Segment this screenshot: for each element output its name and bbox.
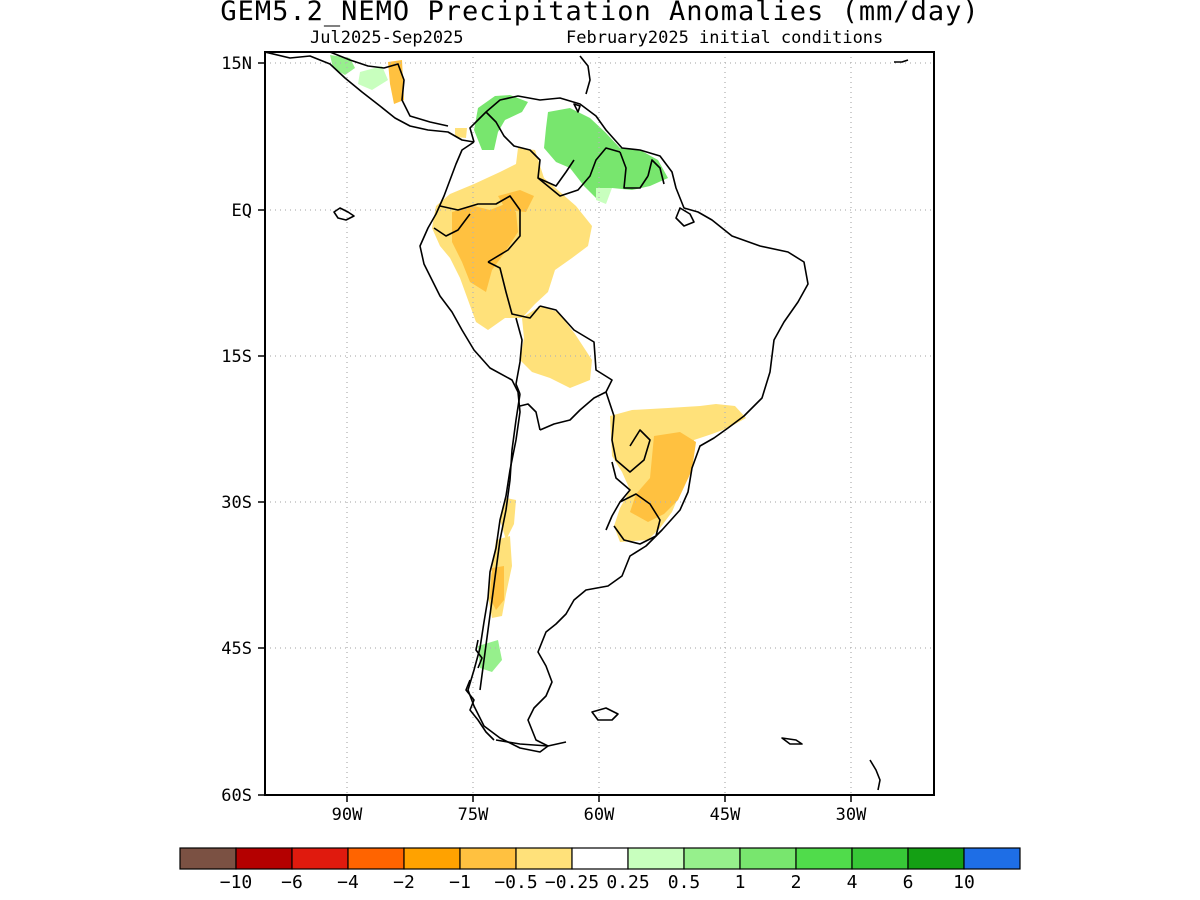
border-paraguay-brazil bbox=[605, 391, 651, 473]
border-venezuela-brazil bbox=[537, 147, 621, 197]
dry-area-peru-strong bbox=[452, 204, 518, 292]
colorbar-swatch bbox=[347, 847, 405, 870]
colorbar-label: 0.25 bbox=[606, 872, 649, 893]
colorbar-label: 10 bbox=[953, 872, 975, 893]
colorbar-label: −0.25 bbox=[545, 872, 599, 893]
chilean-fjords bbox=[465, 679, 495, 741]
colorbar-swatch bbox=[795, 847, 853, 870]
coastlines bbox=[265, 52, 909, 791]
initial-conditions: February2025 initial conditions bbox=[566, 28, 884, 48]
south-sandwich bbox=[869, 759, 881, 791]
lon-label-60w: 60W bbox=[584, 805, 615, 825]
lon-label-45w: 45W bbox=[710, 805, 741, 825]
lat-label-45s: 45S bbox=[221, 639, 252, 659]
colorbar-swatch bbox=[739, 847, 797, 870]
lon-label-30w: 30W bbox=[836, 805, 867, 825]
colorbar-label: 4 bbox=[847, 872, 858, 893]
lon-label-75w: 75W bbox=[458, 805, 489, 825]
trinidad bbox=[573, 103, 581, 113]
colorbar-label: 0.5 bbox=[668, 872, 701, 893]
colorbar-label: −4 bbox=[337, 872, 359, 893]
colorbar-label: −2 bbox=[393, 872, 415, 893]
marajo-island bbox=[675, 207, 695, 227]
colorbar-swatch bbox=[907, 847, 965, 870]
galapagos-islands bbox=[333, 207, 355, 221]
colorbar-swatch bbox=[851, 847, 909, 870]
chilean-archipelago bbox=[475, 639, 483, 669]
lon-label-90w: 90W bbox=[332, 805, 363, 825]
border-argentina-bolivia bbox=[519, 403, 541, 431]
wet-area-guianas-light bbox=[596, 188, 612, 204]
wet-area-patagonia bbox=[478, 640, 502, 672]
border-argentina-brazil bbox=[605, 461, 631, 531]
colorbar-label: 1 bbox=[735, 872, 746, 893]
lat-label-15s: 15S bbox=[221, 347, 252, 367]
latitude-labels: 15N EQ 15S 30S 45S 60S bbox=[221, 54, 252, 806]
wet-area-colombia-venezuela bbox=[474, 95, 528, 150]
colorbar-swatch bbox=[963, 847, 1021, 870]
falkland-islands bbox=[591, 707, 619, 721]
east-atlantic-islands bbox=[894, 59, 909, 63]
border-bolivia-brazil bbox=[539, 305, 613, 393]
longitude-labels: 90W 75W 60W 45W 30W bbox=[332, 805, 867, 825]
lat-label-60s: 60S bbox=[221, 786, 252, 806]
colorbar-swatch bbox=[403, 847, 461, 870]
anomaly-shading bbox=[330, 55, 746, 672]
colorbar-swatch bbox=[179, 847, 237, 870]
tick-marks bbox=[258, 62, 852, 802]
central-america-caribbean bbox=[329, 52, 449, 127]
border-peru-brazil bbox=[487, 261, 541, 319]
caribbean-islands bbox=[579, 55, 591, 95]
colorbar-label: 6 bbox=[903, 872, 914, 893]
colorbar-label: 2 bbox=[791, 872, 802, 893]
colorbar-swatch bbox=[291, 847, 349, 870]
colorbar-swatch bbox=[235, 847, 293, 870]
south-georgia bbox=[781, 737, 803, 745]
colorbar-label: −1 bbox=[449, 872, 471, 893]
dry-area-parana-strong bbox=[630, 432, 696, 522]
dry-area-chile-strong bbox=[490, 566, 504, 610]
border-uruguay bbox=[613, 493, 661, 545]
colorbar-label: −10 bbox=[220, 872, 253, 893]
south-america-coast bbox=[419, 95, 809, 753]
border-colombia-venezuela bbox=[485, 111, 575, 187]
border-bolivia-paraguay bbox=[539, 391, 607, 431]
colorbar-swatch bbox=[627, 847, 685, 870]
colorbar-label: −6 bbox=[281, 872, 303, 893]
border-guyana-suriname bbox=[619, 151, 649, 189]
colorbar-swatch bbox=[515, 847, 573, 870]
dry-area-chile-north bbox=[500, 498, 516, 540]
border-colombia-peru bbox=[439, 195, 521, 263]
border-chile-argentina bbox=[479, 393, 521, 691]
dry-area-bolivia bbox=[520, 306, 592, 388]
border-peru-bolivia bbox=[515, 317, 523, 395]
map-title: GEM5.2_NEMO Precipitation Anomalies (mm/… bbox=[220, 0, 980, 27]
wet-area-guianas bbox=[544, 108, 668, 200]
wet-area-central-america bbox=[330, 55, 355, 75]
wet-area-honduras bbox=[358, 66, 388, 90]
border-suriname-guiana bbox=[647, 159, 665, 185]
colorbar-label: −0.5 bbox=[494, 872, 537, 893]
dry-area-colombia-mid bbox=[498, 190, 534, 212]
dry-area-panama bbox=[455, 128, 467, 138]
colorbar-swatch bbox=[571, 847, 629, 870]
lat-label-eq: EQ bbox=[232, 201, 252, 221]
colorbar: −10 −6 −4 −2 −1 −0.5 −0.25 0.25 0.5 1 2 4 6 10 bbox=[179, 847, 1021, 893]
tierra-del-fuego bbox=[495, 739, 567, 747]
lat-label-30s: 30S bbox=[221, 493, 252, 513]
colorbar-swatch bbox=[459, 847, 517, 870]
central-america-coast bbox=[265, 52, 475, 143]
lat-label-15n: 15N bbox=[221, 54, 252, 74]
colorbar-swatch bbox=[683, 847, 741, 870]
forecast-period: Jul2025-Sep2025 bbox=[310, 28, 464, 48]
border-ecuador-peru bbox=[433, 213, 471, 237]
